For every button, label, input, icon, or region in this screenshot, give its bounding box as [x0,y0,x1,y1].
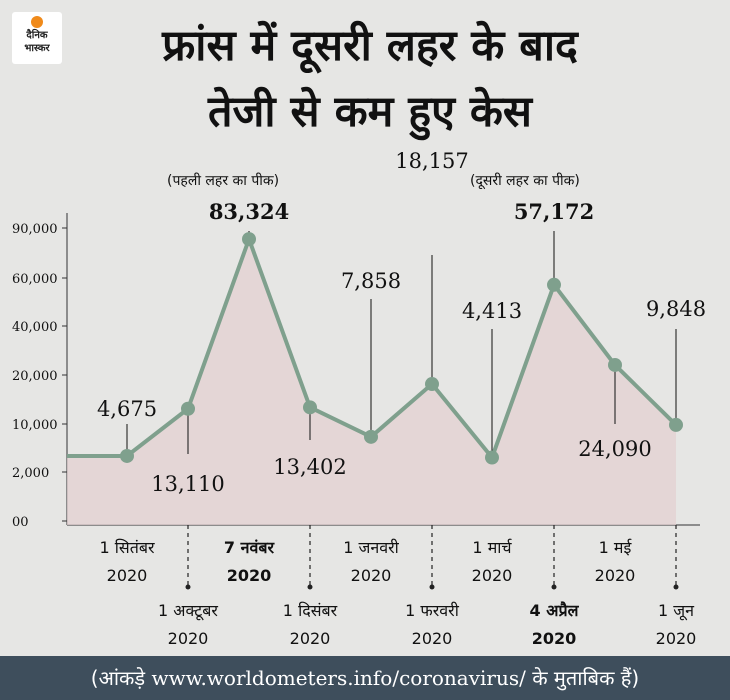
y-tick-label: 00 [12,515,29,530]
data-label: 7,858 [341,269,401,293]
data-label: 4,413 [462,299,522,323]
x-year-label: 2020 [532,629,577,648]
data-label: 83,324 [209,199,289,224]
data-point [425,377,439,392]
data-point [364,429,378,444]
area-fill [67,239,676,526]
data-point [608,357,622,372]
x-drop-dot [185,584,191,590]
data-label: 57,172 [514,199,594,224]
x-year-label: 2020 [656,629,697,648]
data-point [181,401,195,416]
x-year-label: 2020 [412,629,453,648]
x-date-label: 1 फरवरी [405,601,460,620]
x-drop-dot [673,584,679,590]
data-labels: 4,675 13,110 83,324 13,402 7,858 18,157 4,413 5… [97,149,706,496]
x-year-label: 2020 [168,629,209,648]
data-label: 9,848 [646,297,706,321]
source-footer: (आंकड़े www.worldometers.info/coronaviru… [0,656,730,700]
x-date-label: 1 सितंबर [99,538,154,557]
y-tick-label: 20,000 [12,369,58,384]
brand-logo: दैनिक भास्कर [12,12,62,64]
series-line [67,232,683,465]
x-year-label: 2020 [107,566,148,585]
data-point [669,417,683,432]
data-point [485,450,499,465]
x-date-label: 1 जून [658,601,695,621]
y-tick-label: 60,000 [12,272,58,287]
data-point [120,448,134,463]
data-point [303,400,317,415]
y-tick-label: 10,000 [12,418,58,433]
x-year-label: 2020 [227,566,272,585]
footer-open: (आंकड़े [90,666,152,690]
data-label: 13,110 [151,472,224,496]
brand-line1: दैनिक [26,30,48,41]
data-label: 13,402 [273,455,346,479]
chart-title-line1: फ्रांस में दूसरी लहर के बाद [162,21,578,71]
x-drop-dot [551,584,557,590]
x-date-label: 1 मार्च [472,538,512,557]
x-year-label: 2020 [290,629,331,648]
sun-icon [31,16,43,28]
x-date-label: 1 दिसंबर [283,601,338,620]
x-drop-dot [429,584,435,590]
chart-title-line2: तेजी से कम हुए केस [208,87,532,137]
data-point [547,277,561,292]
footer-close: के मुताबिक हैं) [525,666,640,690]
source-url[interactable]: www.worldometers.info/coronavirus/ [151,666,526,690]
x-date-label: 7 नवंबर [224,538,276,557]
line-chart: 90,000 60,000 40,000 20,000 10,000 2,000 00 4,… [12,149,706,648]
area-fill-shape [67,239,676,526]
second-peak-tag: (दूसरी लहर का पीक) [470,173,580,189]
x-year-label: 2020 [595,566,636,585]
x-date-label: 1 जनवरी [343,538,399,557]
y-tick-label: 40,000 [12,320,58,335]
data-label: 18,157 [395,149,468,173]
x-date-label: 4 अप्रैल [530,601,580,620]
x-date-label: 1 अक्टूबर [158,601,218,621]
brand-line2: भास्कर [24,43,50,54]
x-date-label: 1 मई [599,538,633,557]
x-drop-dot [307,584,313,590]
y-tick-label: 2,000 [12,466,49,481]
data-point [242,232,256,247]
x-axis-labels: 1 सितंबर 2020 1 अक्टूबर 2020 7 नवंबर 2020 1 दि… [99,525,696,648]
y-tick-label: 90,000 [12,222,58,237]
data-label: 4,675 [97,397,157,421]
x-year-label: 2020 [351,566,392,585]
x-year-label: 2020 [472,566,513,585]
data-label: 24,090 [578,437,651,461]
first-peak-tag: (पहली लहर का पीक) [167,173,280,189]
